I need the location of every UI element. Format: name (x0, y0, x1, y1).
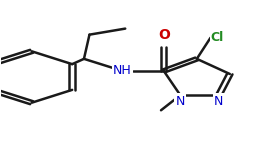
Text: NH: NH (113, 65, 132, 77)
Text: O: O (158, 28, 170, 42)
Text: Cl: Cl (210, 31, 224, 44)
Text: N: N (214, 95, 224, 108)
Text: N: N (176, 95, 185, 108)
